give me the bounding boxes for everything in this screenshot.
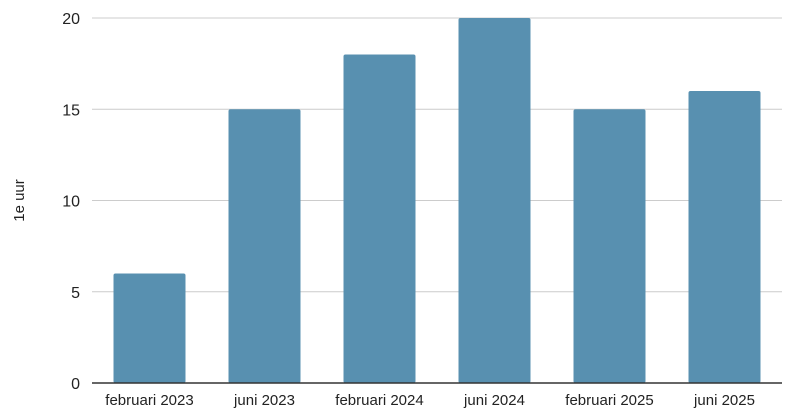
x-category-label: juni 2023	[233, 392, 295, 409]
gridlines	[92, 17, 782, 293]
x-category-label: juni 2024	[463, 392, 525, 409]
y-axis-title: 1e uur	[11, 179, 28, 222]
y-tick-label: 0	[71, 376, 80, 393]
y-tick-label: 5	[71, 285, 80, 302]
bar	[113, 273, 186, 383]
bar	[458, 18, 531, 383]
y-tick-label: 15	[62, 102, 80, 119]
x-category-label: juni 2025	[693, 392, 755, 409]
bar	[228, 109, 301, 383]
x-category-label: februari 2024	[335, 392, 423, 409]
bar	[343, 54, 416, 383]
y-axis-ticks: 0 5 10 15 20	[62, 11, 80, 393]
y-tick-label: 20	[62, 11, 80, 28]
x-axis-categories: februari 2023 juni 2023 februari 2024 juni …	[105, 392, 755, 409]
bar	[573, 109, 646, 383]
bar	[688, 91, 761, 383]
bars	[113, 18, 761, 383]
x-category-label: februari 2025	[565, 392, 653, 409]
x-category-label: februari 2023	[105, 392, 193, 409]
y-tick-label: 10	[62, 194, 80, 211]
